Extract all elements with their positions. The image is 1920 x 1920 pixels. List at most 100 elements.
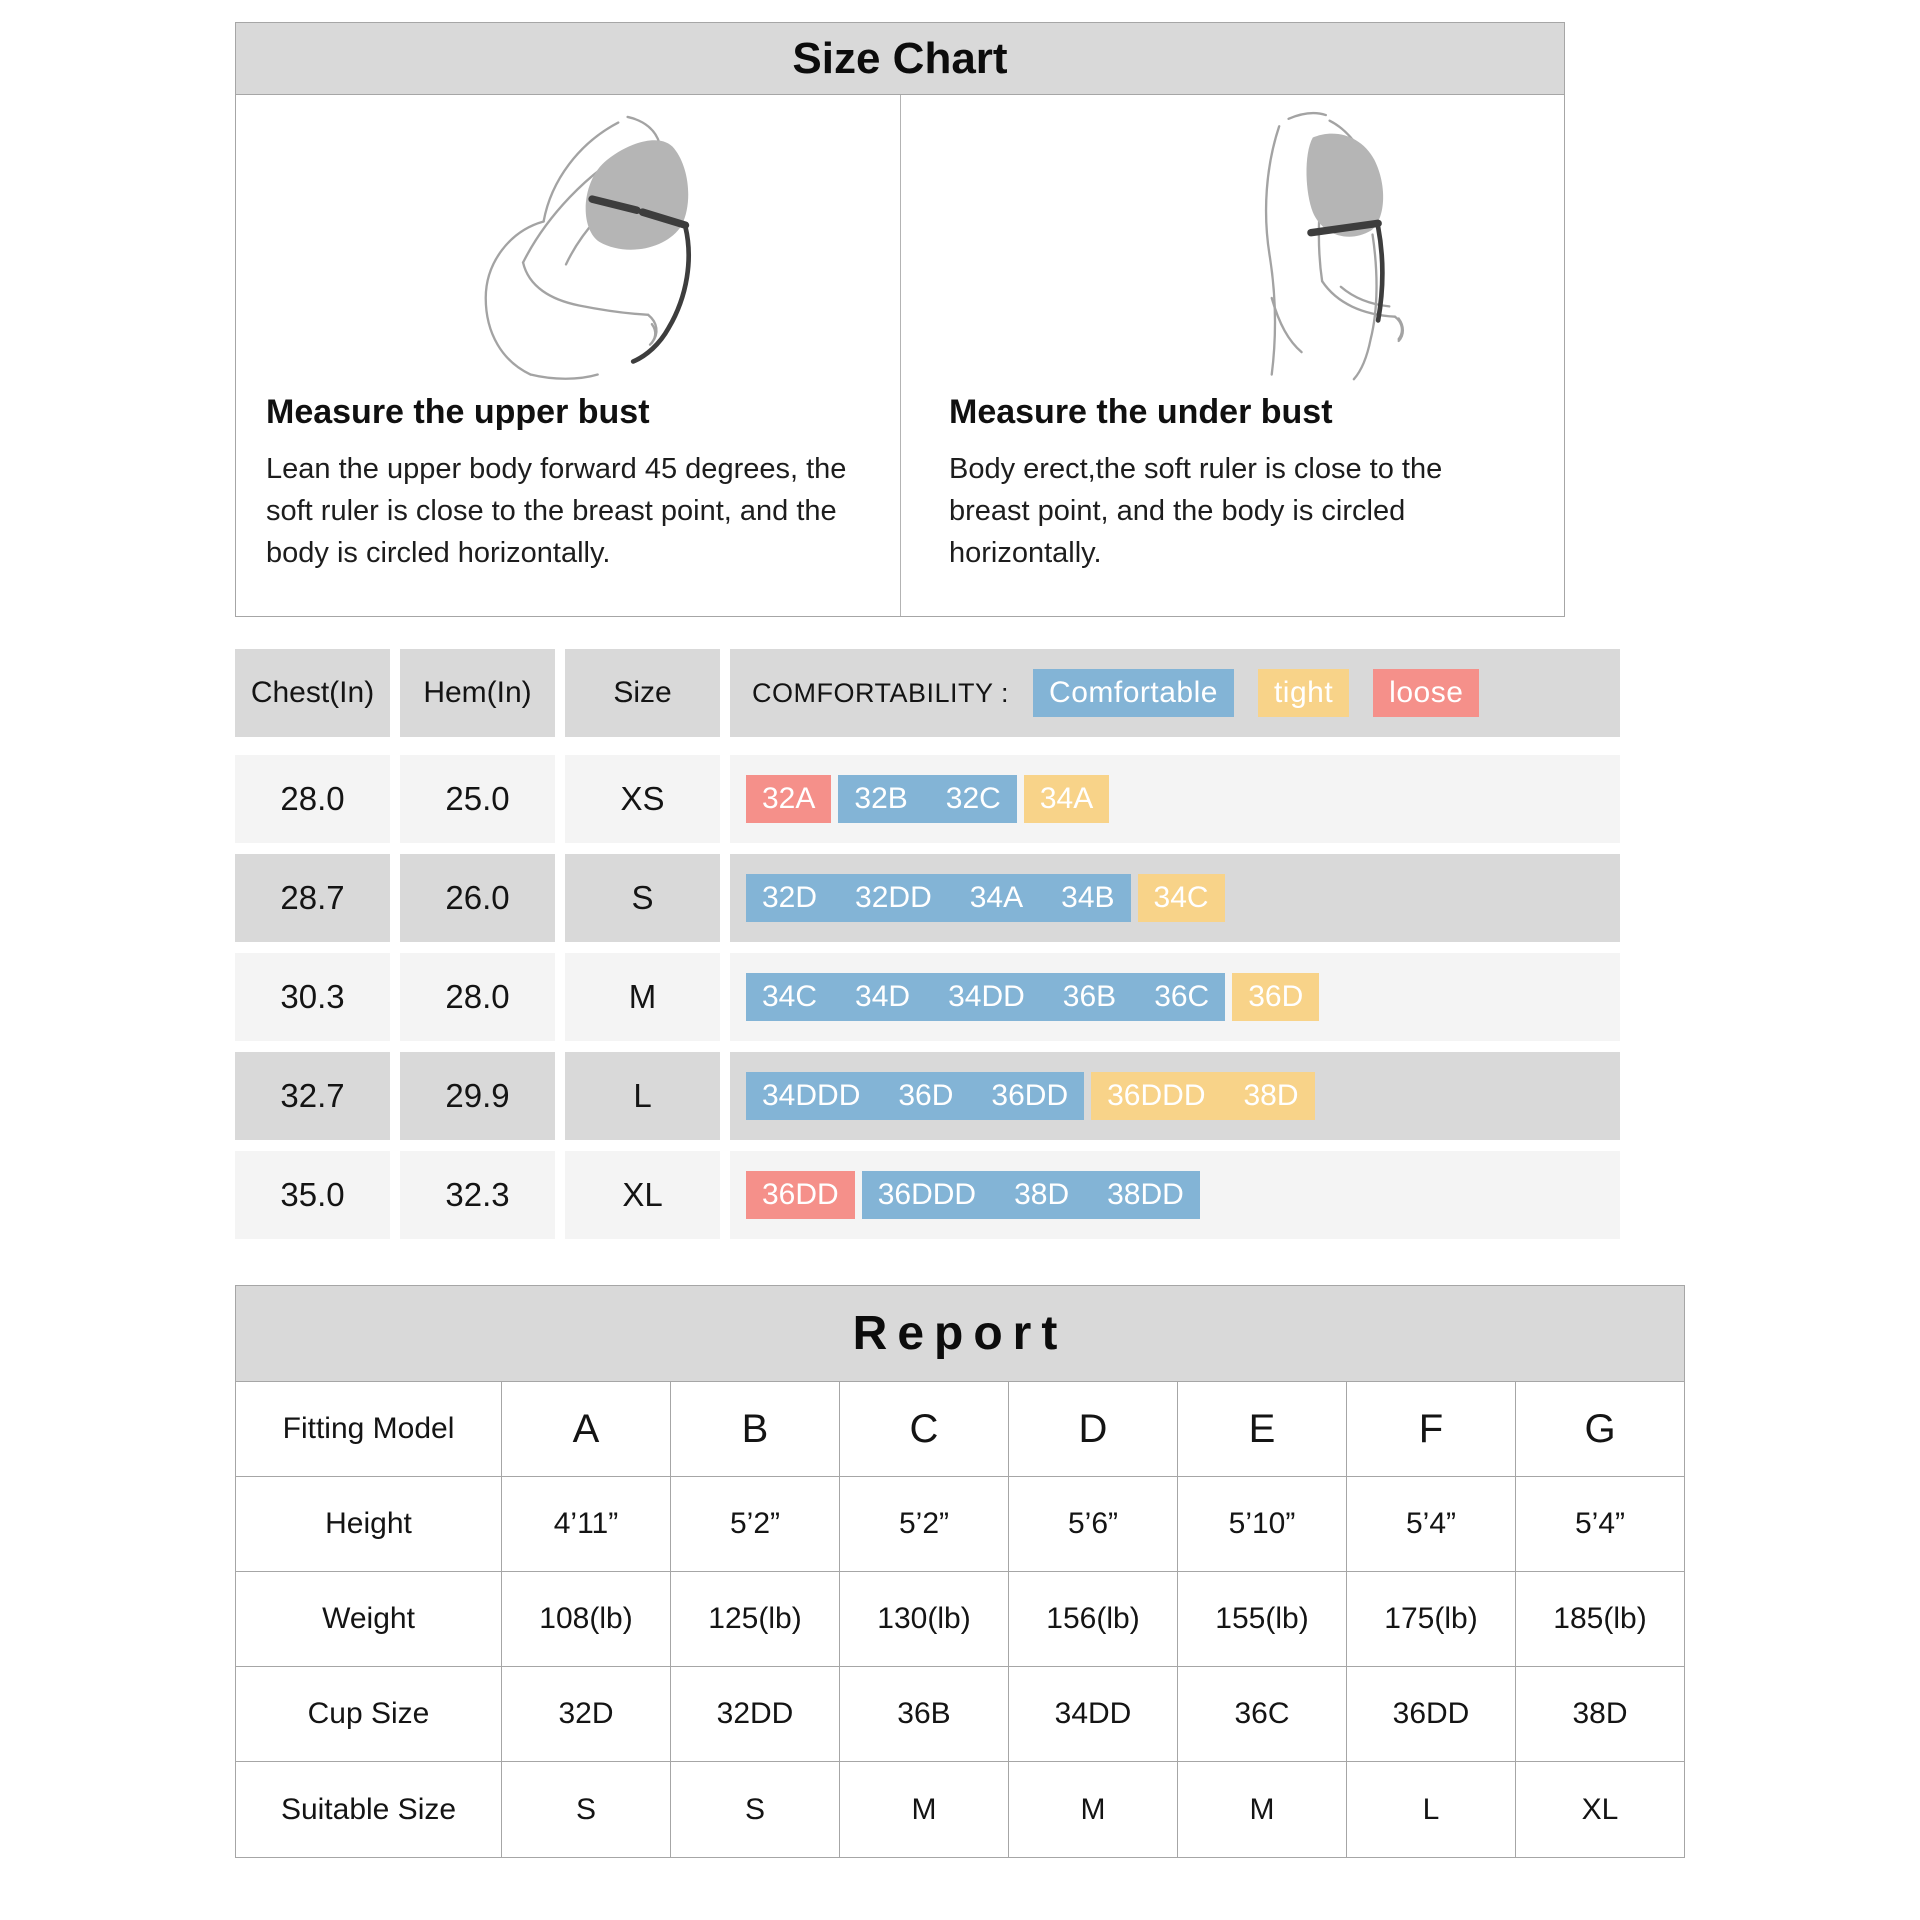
report-section: Report Fitting Model A B C D E F G Heigh… (235, 1285, 1685, 1859)
bra-size: 36D (898, 1079, 954, 1113)
panel-description-upper-bust: Lean the upper body forward 45 degrees, … (266, 453, 847, 570)
size-row-s: 28.7 26.0 S 32D 32DD 34A 34B 34C (235, 854, 1685, 943)
report-cell: S (671, 1762, 840, 1858)
report-row-cup-size: Cup Size 32D 32DD 36B 34DD 36C 36DD 38D (236, 1667, 1684, 1763)
upper-bust-illustration (266, 101, 866, 383)
hem-value: 29.9 (400, 1052, 555, 1141)
report-cell: 5’6” (1009, 1477, 1178, 1572)
size-row-xs: 28.0 25.0 XS 32A 32B 32C 34A (235, 755, 1685, 844)
chest-value: 35.0 (235, 1151, 390, 1240)
bra-size: 38DD (1107, 1178, 1184, 1212)
report-row-suitable-size: Suitable Size S S M M M L XL (236, 1762, 1684, 1858)
report-cell: 38D (1572, 1697, 1628, 1731)
measurement-panels: Measure the upper bust Lean the upper bo… (236, 95, 1564, 617)
report-cell: D (1009, 1382, 1178, 1477)
bra-size: 38D (1243, 1079, 1299, 1113)
size-table: Chest(In) Hem(In) Size COMFORTABILITY : … (235, 649, 1685, 1240)
badge-group-tight: 36D (1232, 973, 1320, 1022)
bra-size: 34C (1153, 881, 1209, 915)
bra-size: 36DD (762, 1178, 839, 1212)
report-cell: 5’2” (840, 1477, 1009, 1572)
report-cell: 36DD (1347, 1667, 1516, 1762)
report-cell: 130(lb) (840, 1572, 1009, 1667)
report-cell: XL (1581, 1792, 1619, 1826)
badge-group-loose: 36DD (746, 1171, 855, 1220)
bra-size: 34C (762, 980, 818, 1014)
report-row-weight: Weight 108(lb) 125(lb) 130(lb) 156(lb) 1… (236, 1572, 1684, 1668)
bra-size: 34A (1039, 782, 1094, 816)
comfort-badges: 36DD 36DDD 38D 38DD (730, 1151, 1620, 1240)
report-cell: 156(lb) (1009, 1572, 1178, 1667)
bra-size: 34A (969, 881, 1024, 915)
upper-bust-measure-icon (484, 115, 691, 380)
report-cell: M (1178, 1762, 1347, 1858)
measurement-panel-under-bust: Measure the under bust Body erect,the so… (900, 95, 1564, 617)
legend-badge-loose: loose (1373, 669, 1480, 718)
badge-group-tight: 34A (1023, 775, 1110, 824)
legend-text: Comfortable (1049, 676, 1218, 710)
report-cell: 36C (1178, 1667, 1347, 1762)
column-header-comfortability: COMFORTABILITY : Comfortable tight loose (730, 649, 1620, 738)
report-cell: F (1347, 1382, 1516, 1477)
bra-size: 36DDD (877, 1178, 977, 1212)
report-cell: G (1584, 1406, 1616, 1451)
badge-group-comfortable: 36DDD 38D 38DD (861, 1171, 1200, 1220)
bra-size: 38D (1014, 1178, 1070, 1212)
report-cell: L (1347, 1762, 1516, 1858)
under-bust-measure-icon (1264, 111, 1404, 381)
measurement-panel-upper-bust: Measure the upper bust Lean the upper bo… (236, 95, 900, 616)
bra-size: 32C (945, 782, 1001, 816)
report-cell: M (840, 1762, 1009, 1858)
report-title: Report (236, 1286, 1684, 1383)
legend-text: loose (1389, 676, 1464, 710)
report-cell: 108(lb) (502, 1572, 671, 1667)
report-cell: 175(lb) (1347, 1572, 1516, 1667)
badge-group-comfortable: 34C 34D 34DD 36B 36C (746, 973, 1226, 1022)
badge-group-loose: 32A (746, 775, 832, 824)
report-cell: 5’4” (1574, 1507, 1626, 1541)
size-value: M (565, 953, 720, 1042)
size-value: XL (565, 1151, 720, 1240)
size-chart-title: Size Chart (236, 23, 1564, 95)
report-cell: C (840, 1382, 1009, 1477)
hem-value: 26.0 (400, 854, 555, 943)
bra-size: 36B (1062, 980, 1117, 1014)
hem-value: 32.3 (400, 1151, 555, 1240)
report-cell: 32D (502, 1667, 671, 1762)
report-row-label: Suitable Size (236, 1762, 502, 1858)
report-cell: 34DD (1009, 1667, 1178, 1762)
report-cell: 32DD (671, 1667, 840, 1762)
report-row-label: Cup Size (236, 1667, 502, 1762)
bra-size: 36DD (991, 1079, 1069, 1113)
bra-size: 34B (1061, 881, 1115, 915)
column-header-chest: Chest(In) (235, 649, 390, 738)
report-cell: 36B (840, 1667, 1009, 1762)
report-row-height: Height 4’11” 5’2” 5’2” 5’6” 5’10” 5’4” 5… (236, 1477, 1684, 1573)
panel-description-under-bust: Body erect,the soft ruler is close to th… (949, 453, 1443, 570)
report-cell: S (502, 1762, 671, 1858)
legend-badge-comfortable: Comfortable (1033, 669, 1234, 718)
badge-group-comfortable: 34DDD 36D 36DD (746, 1072, 1085, 1121)
badge-group-tight: 36DDD 38D (1091, 1072, 1315, 1121)
chest-value: 28.0 (235, 755, 390, 844)
legend-badge-tight: tight (1257, 669, 1350, 718)
chest-value: 28.7 (235, 854, 390, 943)
column-header-hem: Hem(In) (400, 649, 555, 738)
comfort-badges: 34C 34D 34DD 36B 36C 36D (730, 953, 1620, 1042)
bra-size: 32DD (855, 881, 932, 915)
comfort-badges: 34DDD 36D 36DD 36DDD 38D (730, 1052, 1620, 1141)
panel-heading-under-bust: Measure the under bust (949, 393, 1333, 431)
size-value: XS (565, 755, 720, 844)
comfortability-label: COMFORTABILITY : (752, 677, 1010, 708)
report-cell: 155(lb) (1178, 1572, 1347, 1667)
report-cell: 5’4” (1347, 1477, 1516, 1572)
chest-value: 30.3 (235, 953, 390, 1042)
bra-size: 32D (762, 881, 818, 915)
report-cell: 185(lb) (1553, 1602, 1647, 1636)
column-header-size: Size (565, 649, 720, 738)
report-cell: B (671, 1382, 840, 1477)
content: Size Chart (235, 22, 1685, 1859)
report-row-label: Height (236, 1477, 502, 1572)
bra-size: 36C (1154, 980, 1210, 1014)
